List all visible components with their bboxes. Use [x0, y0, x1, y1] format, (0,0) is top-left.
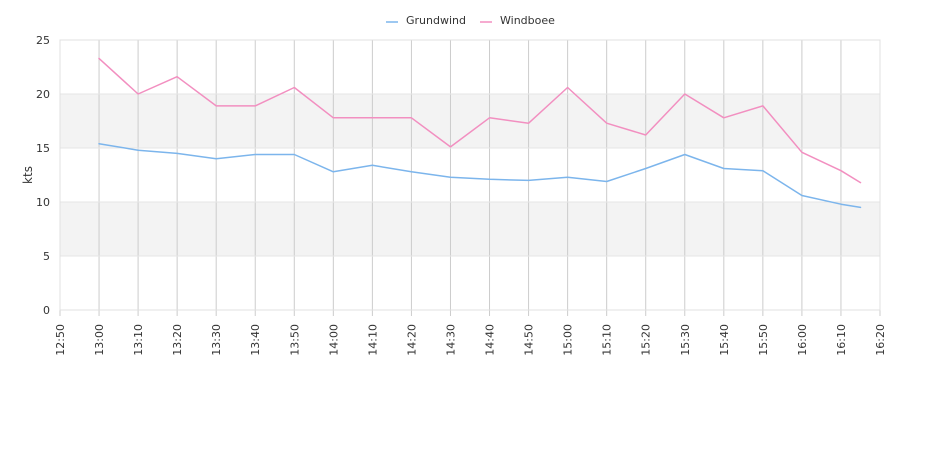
x-tick-label: 13:10 [132, 324, 145, 356]
x-tick-label: 14:50 [523, 324, 536, 356]
legend-label: Windboee [500, 14, 555, 27]
x-axis-tick-labels: 12:50 13:00 13:10 13:20 13:30 13:40 13:50 14:00… [54, 324, 887, 356]
x-tick-label: 14:20 [405, 324, 418, 356]
x-tick-label: 14:40 [484, 324, 497, 356]
x-tick-label: 15:50 [757, 324, 770, 356]
plot-area [59, 39, 881, 311]
x-tick-label: 12:50 [54, 324, 67, 356]
y-tick-label: 5 [43, 250, 50, 263]
y-tick-label: 15 [36, 142, 50, 155]
legend-label: Grundwind [406, 14, 466, 27]
plot-band [60, 202, 880, 256]
x-tick-label: 13:20 [171, 324, 184, 356]
x-tick-label: 14:30 [444, 324, 457, 356]
x-tick-label: 15:20 [640, 324, 653, 356]
y-tick-label: 0 [43, 304, 50, 317]
x-tick-label: 13:30 [210, 324, 223, 356]
x-tick-label: 15:10 [601, 324, 614, 356]
x-tick-label: 15:00 [562, 324, 575, 356]
legend-item-windboee[interactable]: Windboee [480, 14, 555, 27]
x-tick-label: 15:40 [718, 324, 731, 356]
vertical-gridlines [59, 40, 881, 316]
y-axis-tick-labels: 0 5 10 15 20 25 [36, 34, 50, 317]
series-layer [98, 57, 862, 209]
x-tick-label: 14:00 [327, 324, 340, 356]
plot-bands [60, 94, 880, 256]
x-tick-label: 16:00 [796, 324, 809, 356]
x-tick-label: 16:10 [835, 324, 848, 356]
legend-item-grundwind[interactable]: Grundwind [386, 14, 466, 27]
y-tick-label: 20 [36, 88, 50, 101]
x-tick-label: 13:50 [288, 324, 301, 356]
series-line-grundwind [98, 142, 862, 209]
x-tick-label: 13:00 [93, 324, 106, 356]
x-tick-label: 14:10 [366, 324, 379, 356]
y-tick-label: 10 [36, 196, 50, 209]
y-axis-title: kts [21, 166, 35, 184]
x-tick-label: 13:40 [249, 324, 262, 356]
y-tick-label: 25 [36, 34, 50, 47]
legend: Grundwind Windboee [386, 14, 555, 27]
plot-band [60, 94, 880, 148]
x-tick-label: 15:30 [679, 324, 692, 356]
series-line-windboee [98, 57, 862, 184]
x-tick-label: 16:20 [874, 324, 887, 356]
